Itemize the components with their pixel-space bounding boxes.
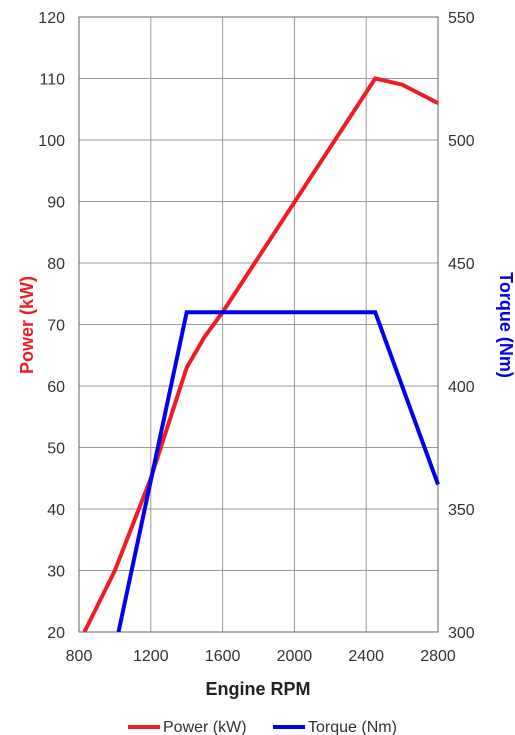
grid-lines [78,16,439,633]
left-y-tick-label: 120 [38,10,65,27]
x-tick-label: 2000 [277,648,313,665]
x-tick-label: 800 [66,648,93,665]
right-y-tick-label: 400 [448,379,475,396]
x-tick-label: 2400 [348,648,384,665]
left-y-tick-label: 30 [47,564,65,581]
right-y-tick-label: 550 [448,10,475,27]
right-y-axis-title: Torque (Nm) [496,272,515,378]
left-y-tick-label: 90 [47,195,65,212]
right-y-tick-label: 450 [448,256,475,273]
series-lines [82,76,440,633]
x-tick-label: 1200 [133,648,169,665]
x-tick-label: 2800 [420,648,456,665]
legend-label-power: Power (kW) [163,719,247,735]
x-axis-ticks: 800 1200 1600 2000 2400 2800 [66,648,456,665]
left-y-axis-ticks: 20 30 40 50 60 70 80 90 100 110 120 [38,10,65,642]
right-y-tick-label: 350 [448,502,475,519]
right-y-tick-label: 300 [448,625,475,642]
torque-series-line [116,310,440,633]
x-axis-title: Engine RPM [205,679,310,699]
left-y-tick-label: 110 [39,72,65,89]
left-y-tick-label: 40 [47,502,65,519]
left-y-tick-label: 100 [38,133,65,150]
right-y-axis-ticks: 300 350 400 450 500 550 [448,10,475,642]
left-y-tick-label: 50 [47,441,65,458]
legend-label-torque: Torque (Nm) [308,719,397,735]
x-tick-label: 1600 [205,648,241,665]
legend: Power (kW) Torque (Nm) [128,719,397,735]
right-y-tick-label: 500 [448,133,475,150]
left-y-tick-label: 20 [47,625,65,642]
left-y-axis-title: Power (kW) [17,276,37,374]
power-series-line [82,76,439,633]
left-y-tick-label: 80 [47,256,65,273]
left-y-tick-label: 60 [47,379,65,396]
plot-area-border [78,16,439,633]
left-y-tick-label: 70 [47,318,65,335]
